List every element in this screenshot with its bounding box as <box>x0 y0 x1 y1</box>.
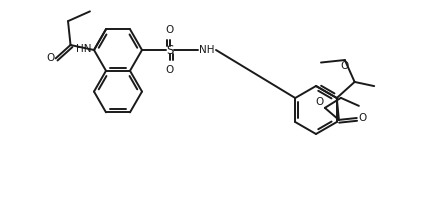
Text: O: O <box>341 61 349 71</box>
Text: HN: HN <box>77 44 92 54</box>
Text: O: O <box>166 65 174 75</box>
Text: O: O <box>359 113 367 123</box>
Text: O: O <box>316 97 324 107</box>
Text: O: O <box>166 25 174 35</box>
Text: NH: NH <box>199 45 214 55</box>
Text: S: S <box>166 44 174 56</box>
Text: O: O <box>46 53 55 63</box>
